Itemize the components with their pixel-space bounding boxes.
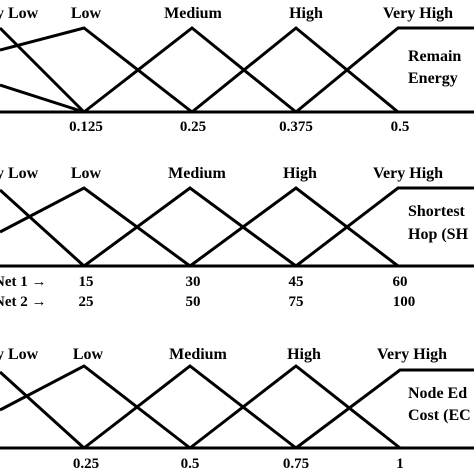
- mf-label-high: High: [289, 5, 323, 22]
- mf-label-very-high: Very High: [377, 346, 447, 363]
- mf-medium-curve: [83, 26, 297, 114]
- mf-label-very-low: y Low: [0, 5, 39, 22]
- mf-very-low-curve: [0, 188, 86, 268]
- variable-label-line-2: Hop (SH: [408, 226, 469, 243]
- panel-remaining-energy: y Low Low Medium High Very High Remain E…: [0, 5, 474, 135]
- mf-very-high-curve: [295, 26, 474, 114]
- variable-label-line-1: Shortest: [408, 203, 466, 220]
- tick-label: 60: [393, 274, 408, 290]
- panel-shortest-hop: y Low Low Medium High Very High Shortest…: [0, 165, 474, 310]
- variable-label-line-1: Remain: [408, 48, 461, 65]
- tick-label: 45: [289, 274, 304, 290]
- mf-label-medium: Medium: [164, 5, 222, 22]
- mf-label-very-high: Very High: [373, 165, 443, 182]
- tick-label: 30: [186, 274, 201, 290]
- variable-label-line-1: Node Ed: [408, 385, 467, 402]
- tick-label: 0.375: [279, 119, 313, 135]
- mf-label-high: High: [287, 346, 321, 363]
- tick-label: 100: [393, 294, 416, 310]
- mf-very-high-curve: [295, 368, 474, 450]
- tick-label: 50: [186, 294, 201, 310]
- net-1-label: Net 1 →: [0, 274, 47, 290]
- mf-low-curve: [0, 364, 191, 450]
- mf-low-curve: [0, 26, 193, 114]
- tick-label: 0.125: [69, 119, 103, 135]
- mf-label-very-low: y Low: [0, 165, 39, 182]
- mf-high-curve: [189, 186, 399, 268]
- variable-label-line-2: Energy: [408, 70, 458, 87]
- tick-label: 0.25: [73, 456, 99, 472]
- mf-low-curve: [0, 186, 191, 268]
- mf-label-very-high: Very High: [383, 5, 453, 22]
- mf-high-curve: [191, 26, 399, 114]
- mf-very-low-curve: [0, 370, 86, 450]
- mf-label-low: Low: [71, 5, 102, 22]
- tick-label: 0.5: [391, 119, 410, 135]
- tick-label: 1: [396, 456, 404, 472]
- mf-label-low: Low: [71, 165, 102, 182]
- mf-medium-curve: [83, 186, 297, 268]
- tick-label: 25: [79, 294, 94, 310]
- tick-label: 0.75: [283, 456, 309, 472]
- mf-medium-curve: [83, 364, 297, 450]
- mf-high-curve: [189, 364, 401, 450]
- mf-very-low-curve: [0, 83, 85, 114]
- variable-label-line-2: Cost (EC: [408, 407, 471, 424]
- panel-node-edge-cost: y Low Low Medium High Very High Node Ed …: [0, 346, 474, 472]
- mf-label-high: High: [283, 165, 317, 182]
- mf-label-medium: Medium: [169, 346, 227, 363]
- mf-very-low-fall: [0, 26, 86, 114]
- tick-label: 15: [79, 274, 94, 290]
- mf-very-high-curve: [295, 186, 474, 268]
- mf-label-very-low: y Low: [0, 346, 39, 363]
- mf-label-medium: Medium: [168, 165, 226, 182]
- tick-label: 0.5: [181, 456, 200, 472]
- tick-label: 75: [289, 294, 304, 310]
- tick-label: 0.25: [180, 119, 206, 135]
- net-2-label: Net 2 →: [0, 294, 47, 310]
- mf-label-low: Low: [73, 346, 104, 363]
